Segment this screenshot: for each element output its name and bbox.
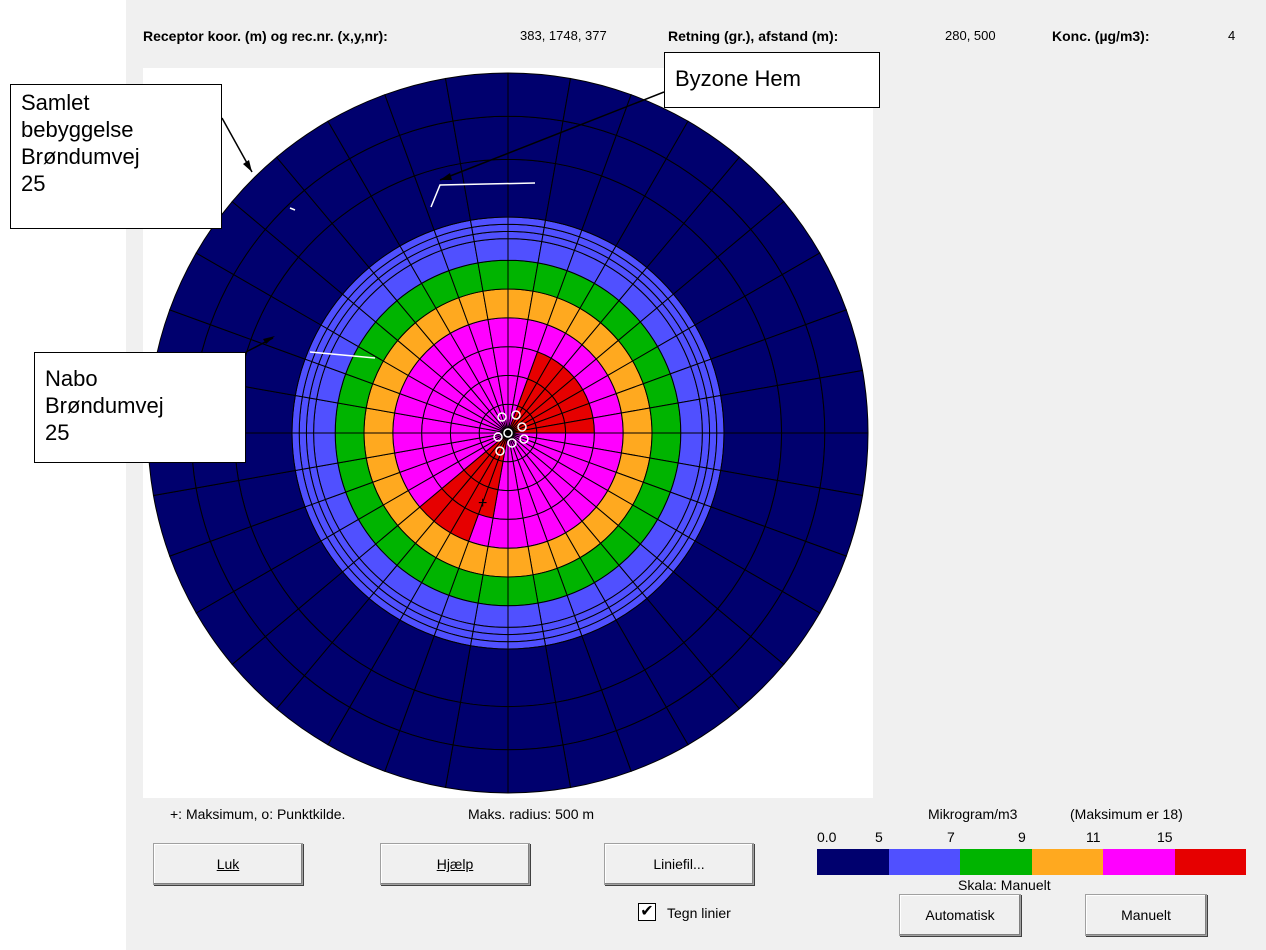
direction-label: Retning (gr.), afstand (m): [668,28,839,44]
polar-cell [452,701,509,751]
colorbar-tick: 9 [1018,829,1026,845]
units-label: Mikrogram/m3 [928,806,1018,822]
color-swatch-level-5 [1103,849,1175,875]
scale-mode-label: Skala: Manuelt [958,877,1051,893]
colorbar-tick: 0.0 [817,829,837,845]
area-outline-line [430,182,536,208]
colorbar-tick: 7 [947,829,955,845]
polar-cell [649,402,682,434]
hjaelp-button[interactable]: Hjælp [380,843,530,885]
check-mark-icon: ✔ [640,903,654,920]
point-source-marker [493,432,503,442]
manuelt-button[interactable]: Manuelt [1085,894,1207,936]
symbol-legend: +: Maksimum, o: Punktkilde. [170,806,346,822]
concentration-polar-plot[interactable]: + [143,68,873,798]
receptor-label: Receptor koor. (m) og rec.nr. (x,y,nr): [143,28,388,44]
polar-cell [507,545,534,578]
polar-cell [507,238,543,264]
colorbar-tick: 5 [875,829,883,845]
manuelt-button-label: Manuelt [1121,907,1171,923]
polar-cell [473,238,509,264]
tegn-linier-checkbox[interactable]: ✔ [638,903,656,921]
colorbar-tick: 11 [1086,829,1101,845]
polar-cell [819,369,869,434]
polar-cell [507,574,539,607]
polar-cell [477,259,509,292]
polar-cell [334,432,367,464]
polar-cell [677,398,703,434]
point-source-marker [503,428,513,438]
polar-cell [473,602,509,628]
concentration-value: 4 [1228,28,1236,43]
polar-cell [507,701,564,751]
polar-cell [819,432,869,497]
point-source-marker [517,422,527,432]
polar-cell [620,407,653,434]
polar-cell [313,398,339,434]
point-source-marker [495,446,505,456]
point-source-marker [507,438,517,448]
area-outline-line [289,207,296,211]
luk-button[interactable]: Luk [153,843,303,885]
polar-cell [507,602,543,628]
automatisk-button-label: Automatisk [925,907,995,923]
polar-cell [482,288,509,321]
color-swatch-level-2 [888,849,960,875]
callout-nabo: Nabo Brøndumvej 25 [34,352,246,463]
polar-cell [507,744,572,794]
polar-cell [677,432,703,468]
max-radius-label: Maks. radius: 500 m [468,806,595,822]
concentration-label: Konc. (µg/m3): [1052,28,1150,44]
polar-cell [444,72,509,122]
area-outline-line [309,351,376,359]
polar-cell [507,115,564,165]
point-source-marker [511,410,521,420]
polar-cell [363,432,396,459]
color-swatch-level-6 [1174,849,1246,875]
liniefil-button[interactable]: Liniefil... [604,843,754,885]
point-source-marker [497,412,507,422]
colorbar-tick: 15 [1157,829,1173,845]
callout-samlet-bebyggelse: Samlet bebyggelse Brøndumvej 25 [10,84,222,229]
receptor-value: 383, 1748, 377 [520,28,607,43]
liniefil-button-label: Liniefil... [653,856,705,872]
point-source-marker [519,434,529,444]
polar-cell [313,432,339,468]
maximum-marker: + [478,495,487,512]
polar-cell [776,432,826,489]
direction-value: 280, 500 [945,28,996,43]
polar-cell [452,115,509,165]
color-swatch-level-1 [817,849,889,875]
polar-cell [776,377,826,434]
luk-button-label: Luk [216,856,240,872]
color-scale-bar [817,849,1246,875]
callout-byzone-hem: Byzone Hem [664,52,880,108]
automatisk-button[interactable]: Automatisk [899,894,1021,936]
hjaelp-button-label: Hjælp [436,856,474,872]
color-swatch-level-3 [960,849,1032,875]
maximum-label: (Maksimum er 18) [1070,806,1183,822]
color-swatch-level-4 [1031,849,1103,875]
polar-cell [444,744,509,794]
tegn-linier-label: Tegn linier [667,905,731,921]
polar-cell [507,72,572,122]
